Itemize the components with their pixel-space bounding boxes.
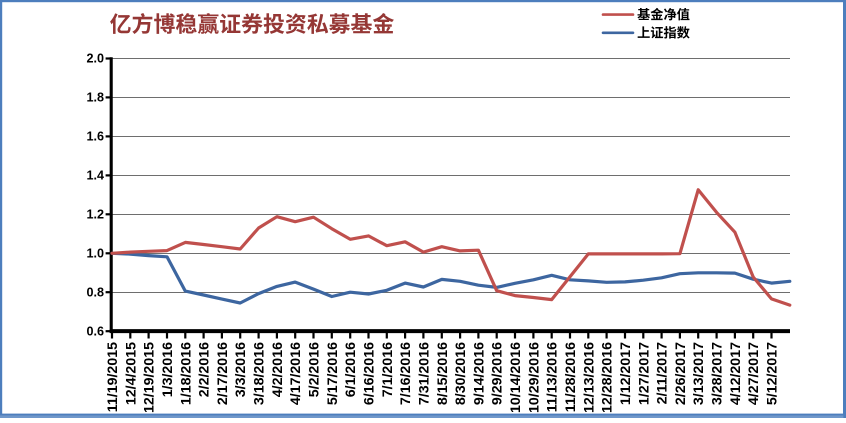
svg-text:1.8: 1.8 [86, 91, 104, 105]
svg-text:3/3/2016: 3/3/2016 [233, 342, 249, 397]
svg-text:1.6: 1.6 [86, 130, 104, 144]
svg-text:4/2/2016: 4/2/2016 [270, 342, 286, 397]
svg-text:8/30/2016: 8/30/2016 [453, 342, 469, 405]
svg-text:3/13/2017: 3/13/2017 [691, 342, 707, 405]
svg-text:1.2: 1.2 [86, 208, 104, 222]
svg-text:4/27/2017: 4/27/2017 [746, 342, 762, 405]
svg-text:11/19/2015: 11/19/2015 [105, 342, 121, 412]
svg-text:3/18/2016: 3/18/2016 [252, 342, 268, 405]
svg-text:11/28/2016: 11/28/2016 [563, 342, 579, 412]
svg-text:9/29/2016: 9/29/2016 [490, 342, 506, 405]
svg-text:1/3/2016: 1/3/2016 [160, 342, 176, 397]
svg-text:6/16/2016: 6/16/2016 [362, 342, 378, 405]
svg-text:12/13/2016: 12/13/2016 [581, 342, 597, 413]
svg-text:9/14/2016: 9/14/2016 [471, 342, 487, 405]
svg-text:10/14/2016: 10/14/2016 [508, 342, 524, 413]
svg-text:5/12/2017: 5/12/2017 [765, 342, 781, 405]
svg-text:3/28/2017: 3/28/2017 [710, 342, 726, 405]
svg-text:2.0: 2.0 [86, 52, 104, 66]
svg-text:5/17/2016: 5/17/2016 [325, 342, 341, 405]
svg-text:5/2/2016: 5/2/2016 [307, 342, 323, 397]
svg-text:7/1/2016: 7/1/2016 [380, 342, 396, 397]
svg-text:12/28/2016: 12/28/2016 [600, 342, 616, 413]
svg-text:4/12/2017: 4/12/2017 [728, 342, 744, 405]
svg-text:7/16/2016: 7/16/2016 [398, 342, 414, 405]
svg-text:1/18/2016: 1/18/2016 [178, 342, 194, 405]
svg-text:4/17/2016: 4/17/2016 [288, 342, 304, 405]
svg-text:7/31/2016: 7/31/2016 [416, 342, 432, 405]
svg-text:12/19/2015: 12/19/2015 [142, 342, 158, 413]
svg-text:10/29/2016: 10/29/2016 [526, 342, 542, 413]
svg-text:1/27/2017: 1/27/2017 [636, 342, 652, 405]
svg-text:1/12/2017: 1/12/2017 [618, 342, 634, 405]
svg-text:1.0: 1.0 [86, 247, 104, 261]
svg-text:6/1/2016: 6/1/2016 [343, 342, 359, 397]
svg-text:2/11/2017: 2/11/2017 [655, 342, 671, 404]
svg-text:2/17/2016: 2/17/2016 [215, 342, 231, 405]
svg-text:1.4: 1.4 [86, 169, 104, 183]
svg-text:11/13/2016: 11/13/2016 [545, 342, 561, 412]
svg-text:2/2/2016: 2/2/2016 [197, 342, 213, 397]
svg-text:2/26/2017: 2/26/2017 [673, 342, 689, 405]
svg-text:12/4/2015: 12/4/2015 [123, 342, 139, 405]
svg-text:0.8: 0.8 [86, 285, 104, 299]
svg-text:8/15/2016: 8/15/2016 [435, 342, 451, 405]
svg-text:0.6: 0.6 [86, 324, 104, 338]
